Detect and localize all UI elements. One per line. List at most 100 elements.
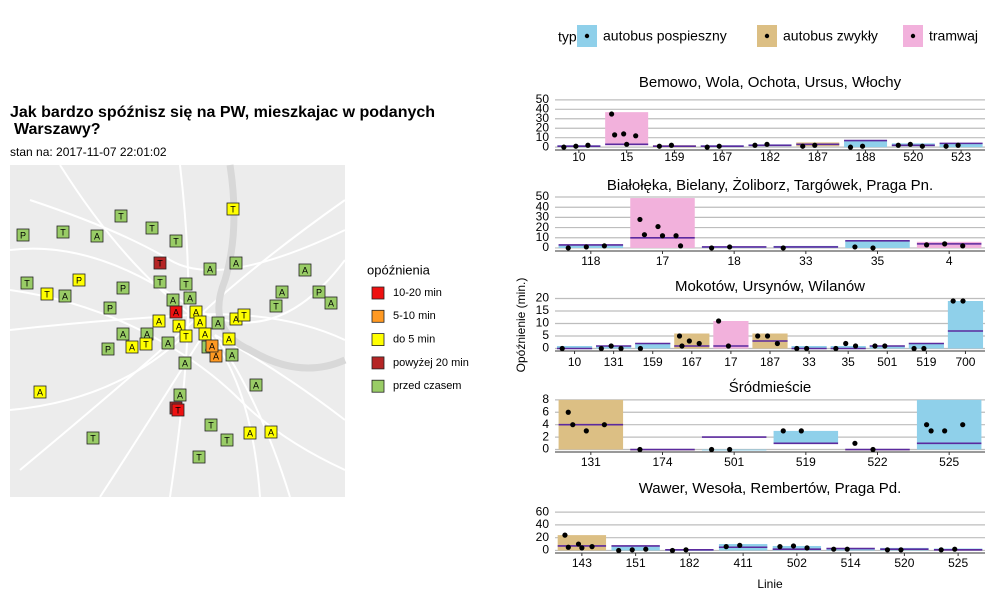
map-marker: T <box>20 276 34 290</box>
data-point <box>583 428 589 434</box>
data-point <box>870 245 876 251</box>
marker-box <box>72 273 86 287</box>
data-point <box>579 545 585 551</box>
data-point <box>575 541 582 547</box>
y-tick-label: 6 <box>542 404 549 418</box>
marker-label: A <box>233 258 239 268</box>
y-tick-label: 50 <box>536 92 550 106</box>
data-point <box>938 547 944 553</box>
map-marker: A <box>198 327 212 341</box>
y-tick-label: 30 <box>536 111 550 125</box>
range-bar <box>630 198 695 248</box>
marker-label: P <box>105 344 111 354</box>
marker-box <box>249 378 263 392</box>
marker-box <box>203 262 217 276</box>
data-point <box>847 144 854 150</box>
marker-label: T <box>175 405 181 415</box>
data-point <box>755 333 761 339</box>
marker-box <box>16 228 30 242</box>
x-tick-label: 174 <box>652 455 672 469</box>
marker-box <box>125 340 139 354</box>
map-marker: T <box>40 287 54 301</box>
map-marker: A <box>225 348 239 362</box>
subtitle: stan na: 2017-11-07 22:01:02 <box>10 145 167 159</box>
data-point <box>679 343 685 349</box>
map-legend-title: opóźnienia <box>367 262 431 277</box>
map-marker: T <box>204 418 218 432</box>
range-bar <box>635 343 671 349</box>
data-point <box>859 143 866 149</box>
marker-label: A <box>268 427 274 437</box>
marker-label: A <box>62 291 68 301</box>
marker-label: A <box>176 321 182 331</box>
data-point <box>559 345 565 352</box>
panel-title: Mokotów, Ursynów, Wilanów <box>675 278 865 295</box>
data-point <box>833 345 839 352</box>
map-marker: T <box>220 433 234 447</box>
marker-box <box>169 305 183 319</box>
x-tick-label: 514 <box>841 556 861 570</box>
data-point <box>696 340 702 347</box>
x-tick-label: 131 <box>581 455 601 469</box>
data-point <box>673 233 679 239</box>
map-legend-key <box>371 333 385 347</box>
data-point <box>624 141 630 147</box>
marker-label: T <box>44 289 50 299</box>
data-point <box>960 422 966 428</box>
marker-box <box>101 342 115 356</box>
marker-label: A <box>129 342 135 352</box>
map-marker: A <box>183 291 197 305</box>
y-tick-label: 15 <box>536 303 550 317</box>
map-marker: T <box>169 234 183 248</box>
range-bar <box>845 240 910 248</box>
data-point <box>942 428 948 434</box>
marker-label: T <box>273 301 279 311</box>
x-tick-label: 33 <box>799 254 813 268</box>
y-tick-label: 0 <box>542 240 549 254</box>
data-point <box>676 333 683 339</box>
x-tick-label: 188 <box>856 150 876 164</box>
y-tick-label: 2 <box>542 429 549 443</box>
marker-box <box>205 339 219 353</box>
x-tick-label: 182 <box>679 556 699 570</box>
x-tick-label: 167 <box>712 150 732 164</box>
x-tick-label: 33 <box>802 355 816 369</box>
data-point <box>943 143 949 149</box>
marker-label: A <box>328 298 334 308</box>
range-bar <box>556 346 593 349</box>
marker-label: A <box>187 293 193 303</box>
marker-label: A <box>170 295 176 305</box>
marker-box <box>222 332 236 346</box>
data-point <box>585 142 591 148</box>
y-tick-label: 10 <box>536 230 550 244</box>
map-marker: P <box>72 273 86 287</box>
marker-label: A <box>229 350 235 360</box>
marker-label: A <box>302 265 308 275</box>
data-point <box>764 141 770 147</box>
data-point <box>800 143 806 149</box>
marker-label: T <box>24 278 30 288</box>
data-point <box>589 544 595 550</box>
x-tick-label: 501 <box>877 355 897 369</box>
marker-label: T <box>157 258 163 268</box>
panel-title: Białołęka, Bielany, Żoliborz, Targówek, … <box>607 176 933 194</box>
data-point <box>633 133 639 139</box>
marker-box <box>169 234 183 248</box>
x-tick-label: 35 <box>871 254 885 268</box>
marker-box <box>139 337 153 351</box>
map-marker: T <box>179 329 193 343</box>
marker-label: A <box>226 334 232 344</box>
x-tick-label: 151 <box>626 556 646 570</box>
marker-box <box>114 209 128 223</box>
map-marker: A <box>116 327 130 341</box>
marker-label: T <box>208 420 214 430</box>
x-tick-label: 187 <box>760 355 780 369</box>
y-tick-label: 0 <box>542 442 549 456</box>
marker-label: A <box>207 264 213 274</box>
marker-box <box>183 291 197 305</box>
x-tick-label: 15 <box>620 150 634 164</box>
marker-box <box>171 403 185 417</box>
y-tick-label: 4 <box>542 417 549 431</box>
